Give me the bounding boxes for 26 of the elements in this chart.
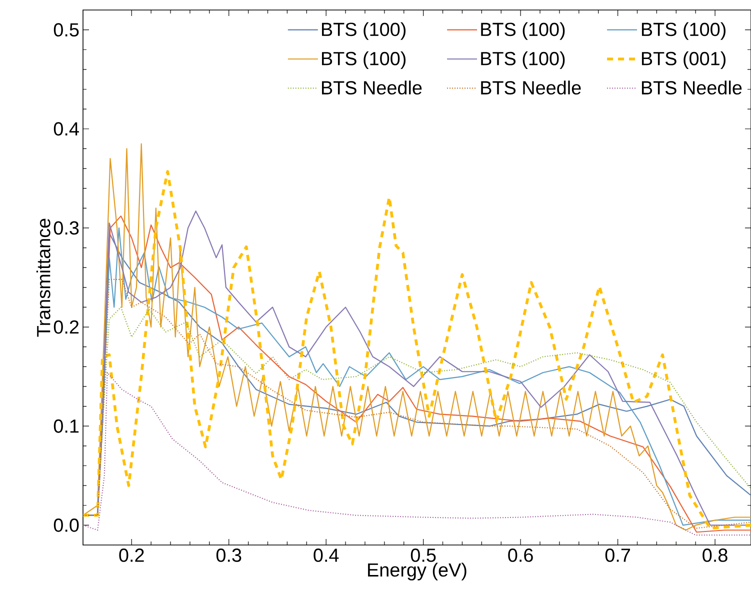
legend-label: BTS (100)	[481, 51, 565, 70]
legend-label: BTS Needle	[322, 80, 422, 95]
x-tick-label: 0.7	[605, 548, 630, 562]
x-tick-label: 0.6	[508, 548, 533, 562]
x-tick-label: 0.3	[216, 548, 242, 562]
legend-label: BTS (100)	[481, 22, 565, 40]
legend-label: BTS (001)	[642, 51, 726, 70]
legend-label: BTS Needle	[642, 80, 742, 95]
x-tick-label: 0.8	[702, 548, 728, 562]
y-tick-label: 0.0	[54, 518, 79, 532]
y-tick-label: 0.3	[54, 221, 79, 235]
y-tick-label: 0.4	[54, 122, 79, 136]
x-tick-label: 0.5	[410, 548, 436, 562]
line-series	[83, 372, 751, 536]
legend-label: BTS Needle	[481, 80, 581, 95]
line-series	[83, 278, 751, 529]
x-tick-label: 0.4	[314, 548, 339, 562]
y-tick-label: 0.2	[54, 320, 79, 334]
y-tick-label: 0.5	[54, 23, 79, 37]
y-tick-label: 0.1	[54, 419, 79, 433]
legend-label: BTS (100)	[642, 22, 726, 40]
x-axis-title: Energy (eV)	[368, 562, 466, 580]
y-axis-title: Transmittance	[36, 218, 50, 337]
x-tick-label: 0.2	[119, 548, 144, 562]
legend-label: BTS (100)	[322, 51, 406, 70]
legend-label: BTS (100)	[322, 22, 406, 40]
